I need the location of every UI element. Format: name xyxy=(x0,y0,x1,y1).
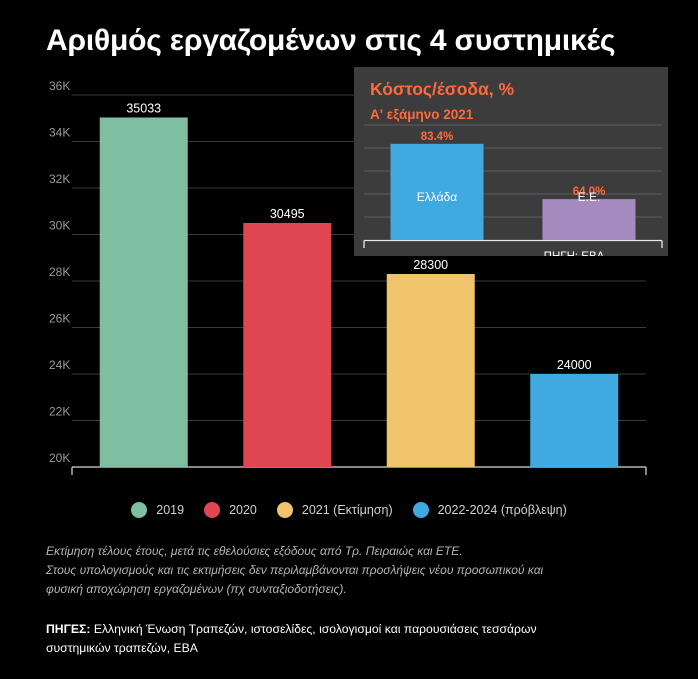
legend-swatch xyxy=(204,502,221,518)
legend-label: 2020 xyxy=(229,503,257,517)
main-bar-chart: 20K 22K 24K 26K 28K 30K 32K 34K 36K 35033 30495 283… xyxy=(49,79,647,475)
inset-cost-income-chart: Κόστος/έσοδα, % Α' εξάμηνο 2021 83.4% Ελλάδ… xyxy=(354,67,668,256)
footnote-line: φυσική αποχώρηση εργαζομένων (πχ συνταξι… xyxy=(46,582,347,596)
legend-swatch xyxy=(131,502,148,518)
legend-swatch xyxy=(412,502,429,518)
legend-item: 2022-2024 (πρόβλεψη) xyxy=(412,502,567,518)
y-tick-label: 20K xyxy=(49,451,70,465)
bar-value-label: 28300 xyxy=(413,258,448,272)
sources-label: ΠΗΓΕΣ: xyxy=(46,622,91,636)
chart-legend: 2019 2020 2021 (Εκτίμηση) 2022-2024 (πρόβλε… xyxy=(0,502,698,518)
chart-title: Αριθμός εργαζομένων στις 4 συστημικές xyxy=(46,24,616,57)
bar-value-label: 24000 xyxy=(557,358,592,372)
legend-label: 2021 (Εκτίμηση) xyxy=(301,503,393,517)
sources-text: Ελληνική Ένωση Τραπεζών, ιστοσελίδες, ισ… xyxy=(90,622,537,636)
inset-source: ΠΗΓΗ: EBA xyxy=(544,251,605,256)
inset-bar xyxy=(390,143,484,240)
footnote: Εκτίμηση τέλους έτους, μετά τις εθελούσι… xyxy=(46,542,646,599)
inset-title: Κόστος/έσοδα, % xyxy=(370,79,515,99)
legend-item: 2021 (Εκτίμηση) xyxy=(276,502,393,518)
footnote-line: Στους υπολογισμούς και τις εκτιμήσεις δε… xyxy=(46,563,544,577)
y-tick-label: 32K xyxy=(49,172,70,186)
legend-item: 2020 xyxy=(204,502,257,518)
legend-item: 2019 xyxy=(131,502,184,518)
bar-value-label: 35033 xyxy=(126,101,161,115)
inset-bar-chart: Κόστος/έσοδα, % Α' εξάμηνο 2021 83.4% Ελλάδ… xyxy=(363,79,663,256)
y-tick-label: 24K xyxy=(49,358,70,372)
legend-label: 2019 xyxy=(156,503,185,517)
y-tick-label: 30K xyxy=(49,219,70,233)
y-tick-label: 22K xyxy=(49,405,70,419)
inset-bar xyxy=(542,199,636,240)
bar xyxy=(99,117,188,467)
sources: ΠΗΓΕΣ: Ελληνική Ένωση Τραπεζών, ιστοσελί… xyxy=(46,620,646,658)
inset-bar-category-label: Ελλάδα xyxy=(417,190,457,204)
bar xyxy=(243,222,332,467)
legend-label: 2022-2024 (πρόβλεψη) xyxy=(437,503,567,517)
y-tick-label: 28K xyxy=(49,265,70,279)
y-tick-label: 36K xyxy=(49,79,70,93)
inset-bar-value-label: 64.0% xyxy=(573,186,606,198)
inset-subtitle: Α' εξάμηνο 2021 xyxy=(370,107,474,122)
y-tick-label: 26K xyxy=(49,312,70,326)
legend-swatch xyxy=(276,502,293,518)
y-tick-label: 34K xyxy=(49,126,70,140)
inset-bar-value-label: 83.4% xyxy=(421,131,454,143)
bar xyxy=(386,274,475,467)
footnote-line: Εκτίμηση τέλους έτους, μετά τις εθελούσι… xyxy=(46,544,463,558)
bar-value-label: 30495 xyxy=(270,207,305,221)
inset-bar-category-label: Ε.Ε. xyxy=(578,190,601,204)
sources-text: συστημικών τραπεζών, EBA xyxy=(46,641,198,655)
bar xyxy=(530,374,619,467)
